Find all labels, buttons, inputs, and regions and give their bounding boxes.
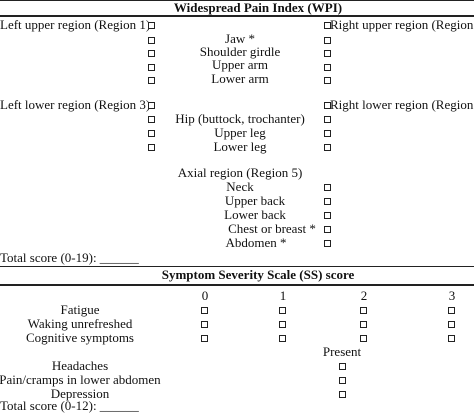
axial-region-label: Axial region (Region 5): [177, 165, 303, 180]
top-rule: [0, 0, 474, 1]
right-lower-checkbox[interactable]: [324, 130, 331, 137]
lower-item-upper-leg: Upper leg: [214, 125, 266, 140]
axial-checkbox[interactable]: [324, 240, 331, 247]
upper-item-upper-arm: Upper arm: [212, 57, 268, 72]
axial-checkbox[interactable]: [324, 198, 331, 205]
wpi-title-rule: [0, 15, 474, 17]
present-header: Present: [322, 344, 362, 359]
right-lower-checkbox[interactable]: [324, 144, 331, 151]
present-item-pain-cramps: Pain/cramps in lower abdomen: [0, 372, 161, 387]
symptom-fatigue: Fatigue: [60, 302, 100, 317]
left-lower-checkbox[interactable]: [148, 116, 155, 123]
severity-checkbox[interactable]: [360, 335, 367, 342]
axial-item-upper-back: Upper back: [224, 193, 286, 208]
right-upper-checkbox[interactable]: [324, 22, 331, 29]
upper-item-jaw: Jaw *: [225, 31, 255, 46]
present-item-depression: Depression: [50, 386, 110, 401]
axial-item-neck: Neck: [226, 179, 254, 194]
upper-item-shoulder-girdle: Shoulder girdle: [199, 44, 281, 59]
axial-checkbox[interactable]: [324, 212, 331, 219]
severity-checkbox[interactable]: [448, 321, 455, 328]
axial-item-lower-back: Lower back: [224, 207, 286, 222]
ss-title-rule: [0, 284, 474, 286]
axial-checkbox[interactable]: [324, 226, 331, 233]
left-upper-checkbox[interactable]: [148, 37, 155, 44]
wpi-total-score: Total score (0-19): ______: [0, 250, 139, 265]
scale-header-0: 0: [201, 288, 209, 303]
upper-item-lower-arm: Lower arm: [211, 71, 269, 86]
scale-header-1: 1: [279, 288, 287, 303]
ss-total-score: Total score (0-12): ______: [0, 398, 139, 413]
right-lower-checkbox[interactable]: [324, 116, 331, 123]
left-upper-region-label: Left upper region (Region 1): [0, 17, 151, 32]
left-lower-checkbox[interactable]: [148, 130, 155, 137]
right-upper-checkbox[interactable]: [324, 64, 331, 71]
severity-checkbox[interactable]: [279, 321, 286, 328]
severity-checkbox[interactable]: [448, 335, 455, 342]
scale-header-2: 2: [360, 288, 368, 303]
right-upper-checkbox[interactable]: [324, 37, 331, 44]
left-lower-region-label: Left lower region (Region 3): [0, 97, 151, 112]
severity-checkbox[interactable]: [448, 307, 455, 314]
right-upper-checkbox[interactable]: [324, 50, 331, 57]
left-upper-checkbox[interactable]: [148, 64, 155, 71]
scale-header-3: 3: [448, 288, 456, 303]
severity-checkbox[interactable]: [201, 335, 208, 342]
symptom-cognitive: Cognitive symptoms: [26, 330, 134, 345]
symptom-waking-unrefreshed: Waking unrefreshed: [27, 316, 133, 331]
present-checkbox[interactable]: [339, 377, 346, 384]
right-lower-region-label: Right lower region (Region 4): [330, 97, 474, 112]
severity-checkbox[interactable]: [201, 321, 208, 328]
wpi-title: Widespread Pain Index (WPI): [173, 0, 343, 15]
left-lower-checkbox[interactable]: [148, 102, 155, 109]
severity-checkbox[interactable]: [360, 321, 367, 328]
left-lower-checkbox[interactable]: [148, 144, 155, 151]
left-upper-checkbox[interactable]: [148, 77, 155, 84]
severity-checkbox[interactable]: [201, 307, 208, 314]
present-checkbox[interactable]: [339, 391, 346, 398]
severity-checkbox[interactable]: [279, 307, 286, 314]
lower-item-lower-leg: Lower leg: [213, 139, 267, 154]
lower-item-hip: Hip (buttock, trochanter): [175, 111, 305, 126]
present-checkbox[interactable]: [339, 363, 346, 370]
left-upper-checkbox[interactable]: [148, 22, 155, 29]
left-upper-checkbox[interactable]: [148, 50, 155, 57]
severity-checkbox[interactable]: [360, 307, 367, 314]
right-upper-checkbox[interactable]: [324, 77, 331, 84]
ss-title: Symptom Severity Scale (SS) score: [161, 267, 355, 282]
severity-checkbox[interactable]: [279, 335, 286, 342]
right-lower-checkbox[interactable]: [324, 102, 331, 109]
ss-top-rule: [0, 266, 474, 267]
present-item-headaches: Headaches: [51, 358, 109, 373]
right-upper-region-label: Right upper region (Region 2): [330, 17, 474, 32]
axial-item-abdomen: Abdomen *: [225, 235, 287, 250]
axial-item-chest-or-breast: Chest or breast *: [228, 221, 316, 236]
axial-checkbox[interactable]: [324, 184, 331, 191]
